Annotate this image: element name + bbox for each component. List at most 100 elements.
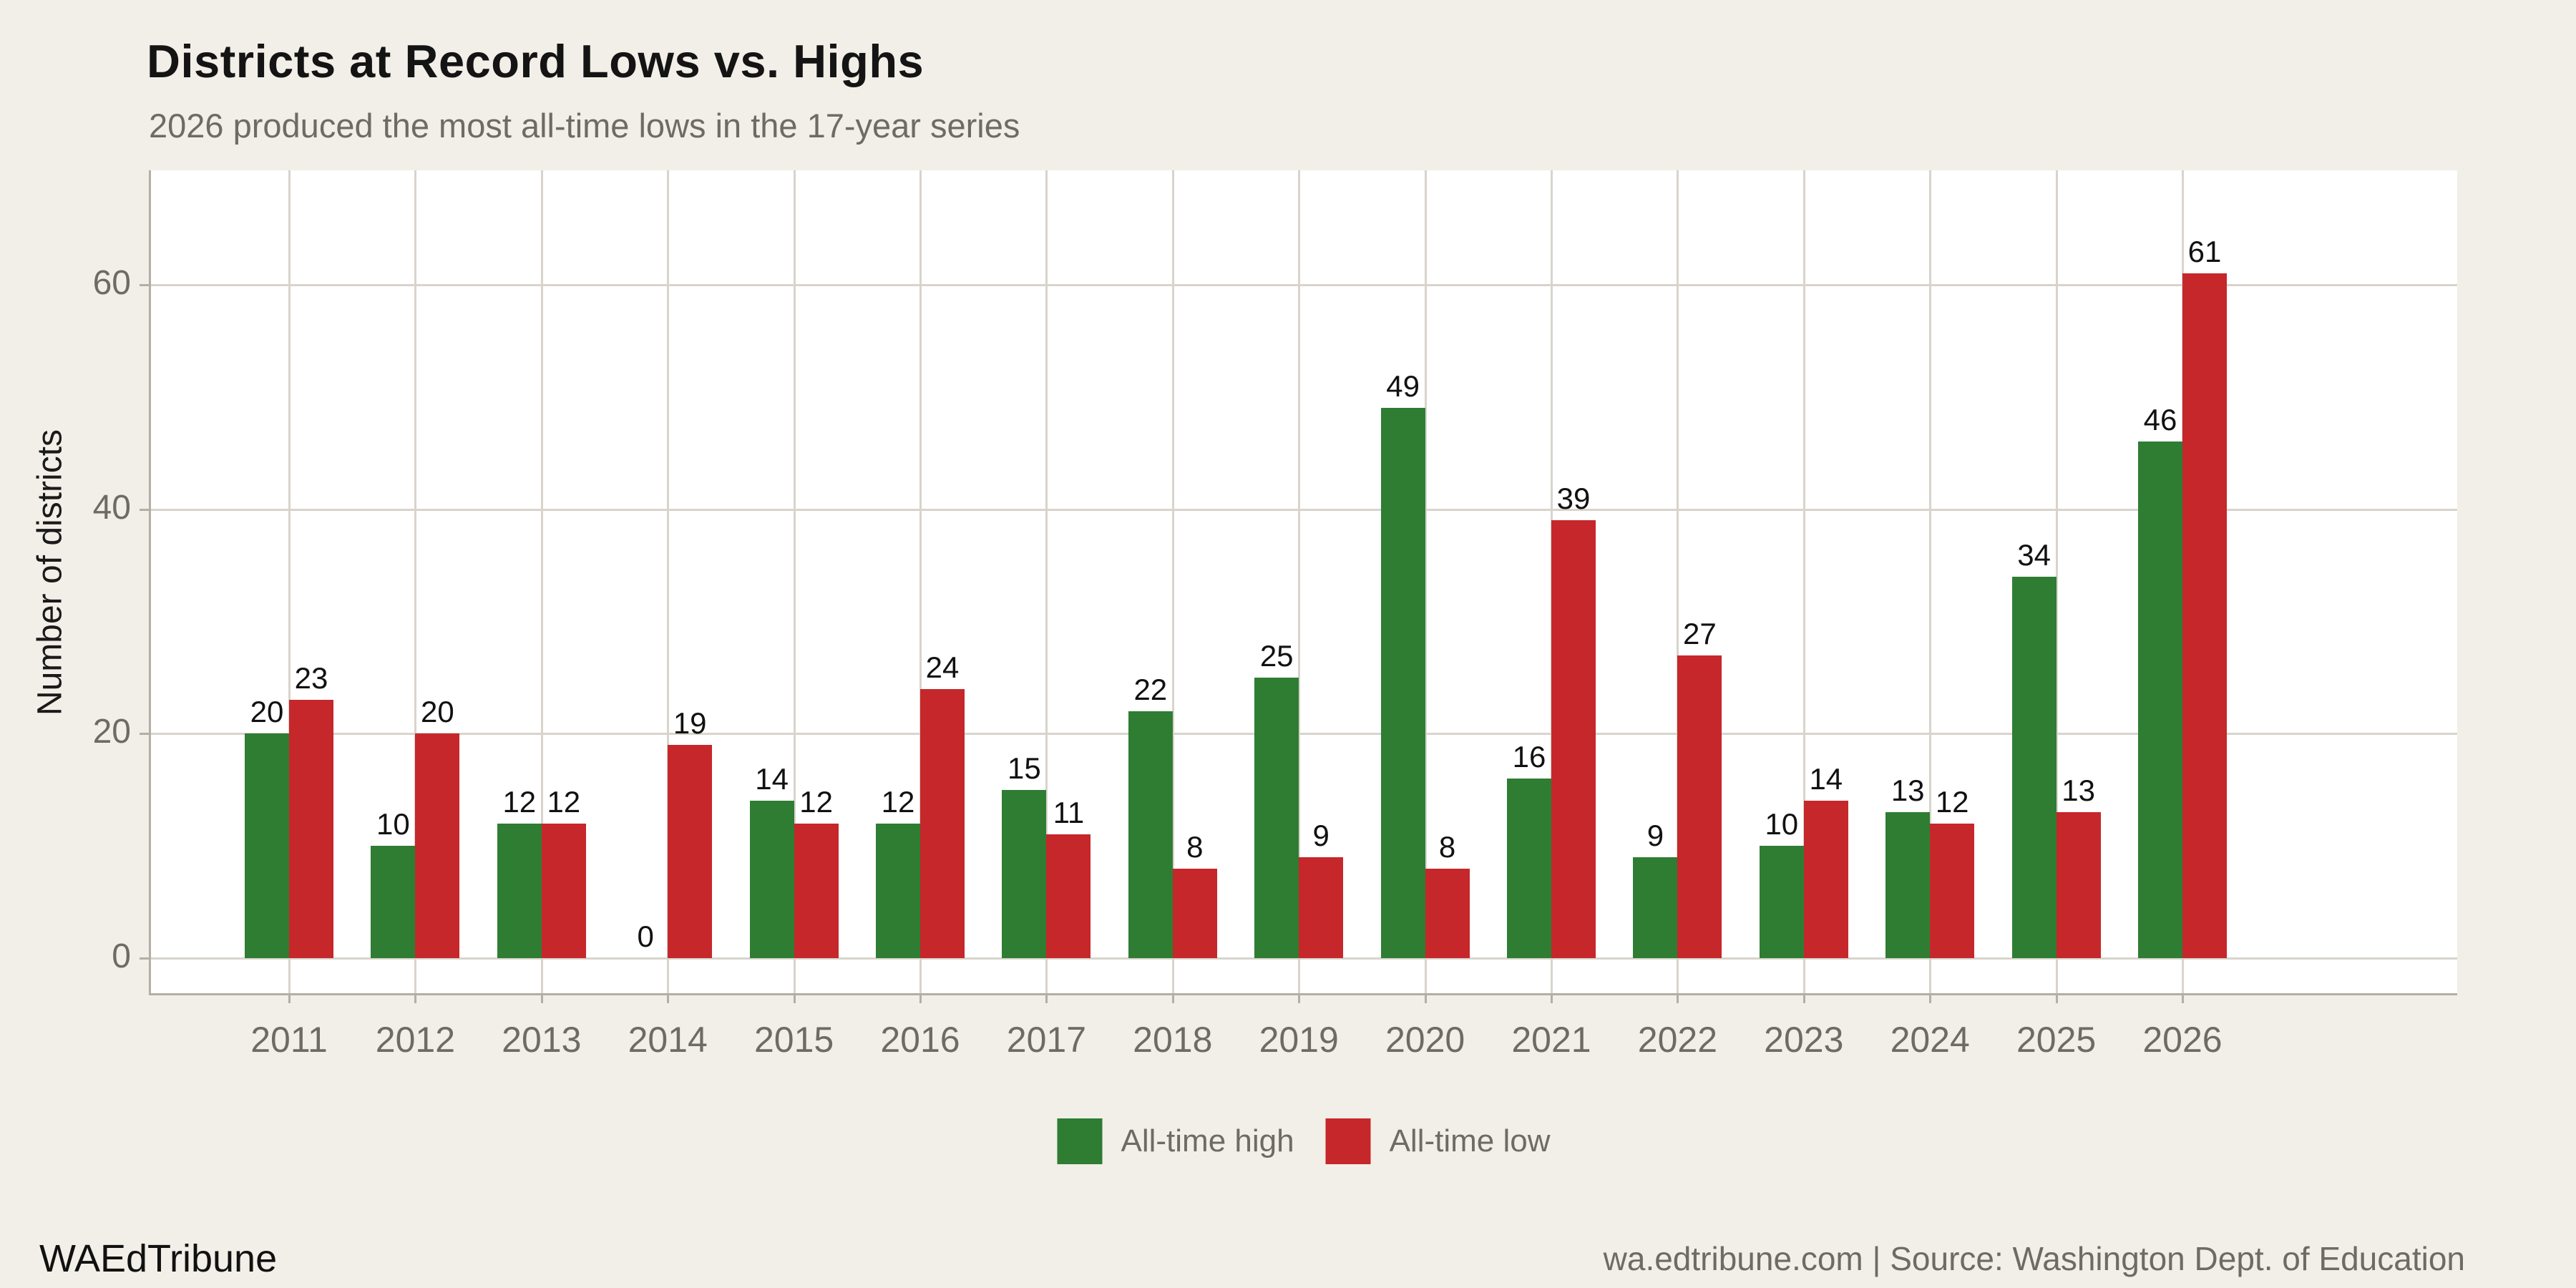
bar-low-2019	[1299, 857, 1344, 958]
bar-high-2025	[2011, 577, 2057, 958]
bar-value-label: 14	[1809, 762, 1843, 796]
bar-high-2012	[371, 846, 416, 958]
x-tick-label: 2024	[1890, 1020, 1970, 1060]
bar-value-label: 39	[1556, 482, 1591, 515]
legend: All-time high All-time low	[1057, 1118, 1551, 1164]
bar-value-label: 9	[1312, 819, 1330, 852]
bar-value-label: 25	[1259, 639, 1294, 673]
bar-high-2022	[1633, 857, 1678, 958]
x-tick-label: 2021	[1511, 1020, 1591, 1060]
bar-value-label: 11	[1053, 796, 1085, 829]
bar-value-label: 49	[1386, 369, 1420, 403]
bar-value-label: 20	[250, 695, 284, 728]
x-axis-line	[149, 993, 2457, 995]
y-tick-mark	[140, 957, 151, 960]
y-tick-label: 0	[112, 937, 131, 975]
bar-low-2015	[794, 824, 839, 958]
bar-low-2024	[1930, 824, 1975, 958]
bar-value-label: 23	[294, 661, 328, 695]
v-gridline	[1802, 170, 1805, 993]
bar-high-2020	[1380, 408, 1425, 958]
v-gridline	[414, 170, 417, 993]
x-tick-mark	[667, 993, 670, 1003]
bar-low-2022	[1677, 655, 1722, 958]
x-tick-label: 2026	[2142, 1020, 2223, 1060]
bar-low-2013	[541, 824, 586, 958]
y-axis-line	[149, 170, 151, 995]
bar-low-2018	[1172, 869, 1217, 958]
bar-value-label: 10	[376, 807, 410, 841]
chart-title: Districts at Record Lows vs. Highs	[147, 35, 924, 87]
x-tick-label: 2023	[1764, 1020, 1844, 1060]
y-tick-label: 60	[92, 263, 131, 302]
bar-value-label: 61	[2187, 235, 2222, 268]
bar-value-label: 8	[1186, 830, 1204, 864]
x-tick-mark	[540, 993, 543, 1003]
legend-label: All-time low	[1389, 1123, 1551, 1158]
bar-value-label: 8	[1438, 830, 1456, 864]
bar-low-2011	[289, 700, 333, 958]
x-tick-mark	[2055, 993, 2058, 1003]
y-tick-label: 40	[92, 488, 131, 527]
bar-high-2024	[1885, 812, 1931, 958]
bar-low-2023	[1803, 801, 1848, 958]
bar-low-2026	[2182, 273, 2227, 958]
legend-swatch-low	[1325, 1118, 1371, 1164]
y-tick-mark	[140, 508, 151, 511]
x-tick-mark	[1802, 993, 1805, 1003]
bar-high-2023	[1759, 846, 1804, 958]
bar-high-2016	[876, 824, 920, 958]
bar-value-label: 24	[925, 650, 960, 684]
v-gridline	[1298, 170, 1301, 993]
v-gridline	[919, 170, 922, 993]
x-tick-label: 2013	[502, 1020, 582, 1060]
bar-value-label: 46	[2143, 403, 2177, 436]
x-tick-label: 2017	[1006, 1020, 1086, 1060]
v-gridline	[2055, 170, 2058, 993]
x-tick-label: 2022	[1637, 1020, 1717, 1060]
h-gridline	[151, 283, 2457, 286]
v-gridline	[667, 170, 670, 993]
x-tick-mark	[1424, 993, 1427, 1003]
legend-item-low: All-time low	[1325, 1118, 1551, 1164]
bar-value-label: 20	[421, 695, 454, 728]
x-tick-label: 2015	[753, 1020, 834, 1060]
bar-value-label: 13	[2062, 774, 2095, 807]
bar-value-label: 34	[2017, 538, 2051, 572]
bar-low-2017	[1046, 834, 1091, 958]
v-gridline	[793, 170, 796, 993]
x-tick-mark	[414, 993, 417, 1003]
v-gridline	[1171, 170, 1174, 993]
bar-high-2011	[245, 733, 289, 958]
bar-value-label: 19	[673, 706, 707, 740]
bar-value-label: 16	[1512, 740, 1546, 774]
bar-high-2015	[749, 801, 794, 958]
bar-value-label: 12	[799, 785, 833, 819]
x-tick-mark	[793, 993, 796, 1003]
x-tick-mark	[2182, 993, 2184, 1003]
x-tick-label: 2020	[1385, 1020, 1465, 1060]
chart-subtitle: 2026 produced the most all-time lows in …	[149, 107, 1020, 145]
bar-value-label: 22	[1133, 673, 1168, 706]
x-tick-mark	[919, 993, 922, 1003]
brand-footer: WAEdTribune	[39, 1237, 278, 1280]
bar-value-label: 12	[881, 785, 915, 819]
x-tick-label: 2018	[1133, 1020, 1213, 1060]
bar-value-label: 27	[1683, 617, 1717, 650]
bar-value-label: 10	[1765, 807, 1799, 841]
bar-value-label: 0	[637, 919, 654, 953]
bar-value-label: 14	[755, 762, 789, 796]
x-tick-label: 2012	[375, 1020, 455, 1060]
bar-low-2016	[920, 689, 965, 958]
bar-high-2021	[1507, 779, 1551, 958]
x-tick-mark	[288, 993, 291, 1003]
bar-low-2021	[1551, 520, 1596, 958]
bar-high-2013	[497, 824, 542, 958]
v-gridline	[1929, 170, 1932, 993]
h-gridline	[151, 957, 2457, 960]
x-tick-mark	[1677, 993, 1679, 1003]
bar-high-2018	[1128, 711, 1173, 958]
x-tick-mark	[1551, 993, 1553, 1003]
legend-item-high: All-time high	[1057, 1118, 1294, 1164]
bar-low-2014	[668, 745, 713, 958]
